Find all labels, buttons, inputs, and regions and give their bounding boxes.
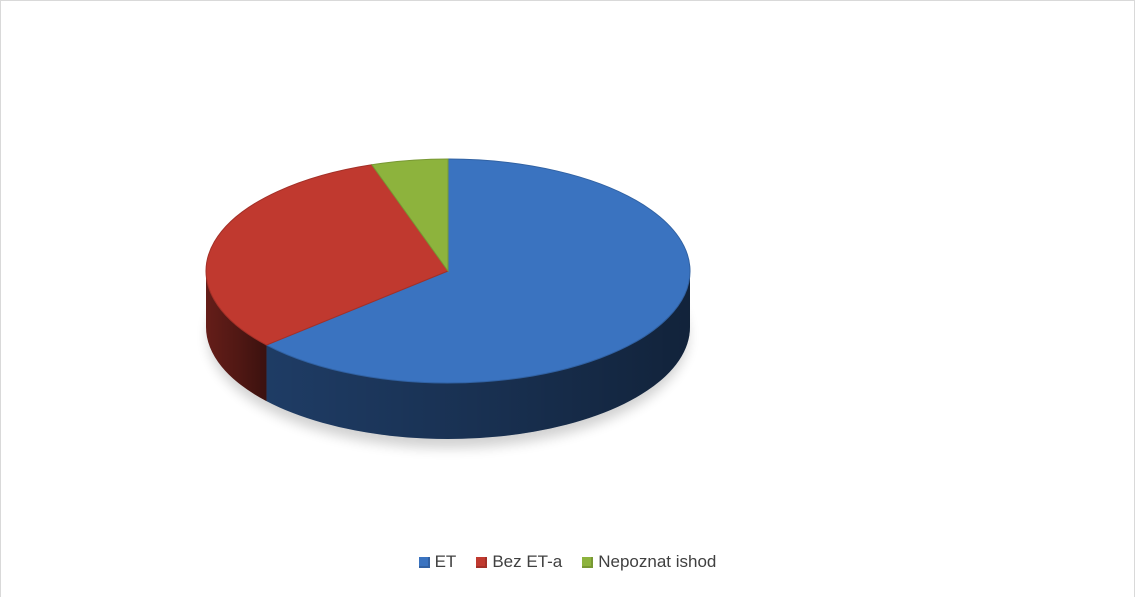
legend-label-et: ET (434, 552, 457, 571)
pie-slice-bez-et-a (205, 164, 449, 346)
pie-slice-nepoznat-ishod (370, 158, 449, 273)
legend-item-bez-et-a: Bez ET-a (476, 552, 562, 572)
pie-side-shade-et (266, 271, 690, 439)
legend-swatch-et (418, 556, 430, 568)
legend-item-et: ET (418, 552, 457, 572)
pie-slice-et (265, 158, 691, 384)
legend-swatch-bez-et-a (476, 556, 488, 568)
legend-label-bez-et-a: Bez ET-a (492, 552, 563, 571)
pie-side-shade-bez-et-a (206, 271, 267, 402)
legend: ET Bez ET-a Nepoznat ishod (1, 552, 1134, 572)
legend-item-nepoznat-ishod: Nepoznat ishod (582, 552, 716, 572)
legend-swatch-nepoznat-ishod (582, 556, 594, 568)
legend-label-nepoznat-ishod: Nepoznat ishod (598, 552, 717, 571)
